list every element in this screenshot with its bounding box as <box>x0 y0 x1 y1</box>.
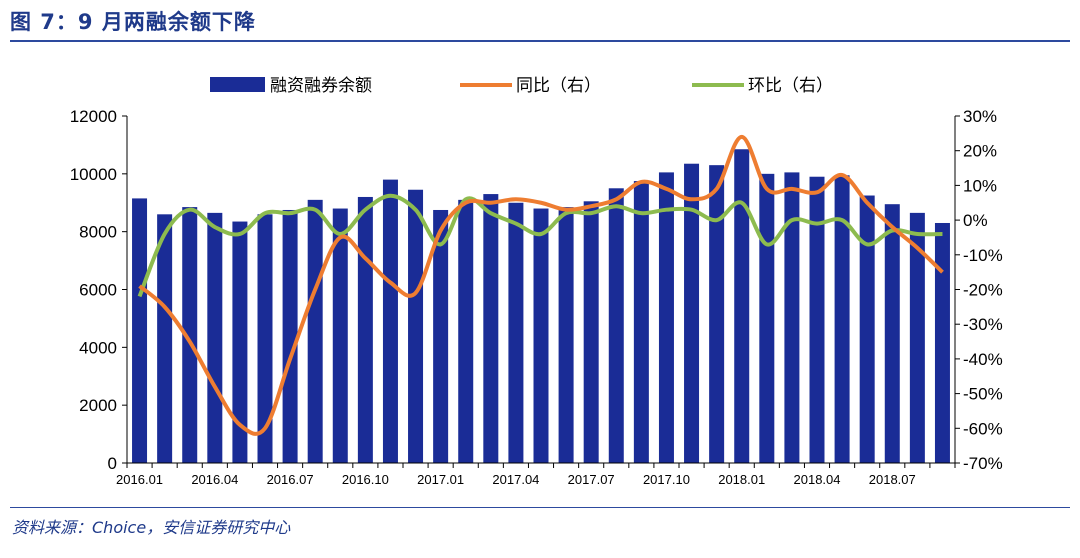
yoy-line <box>138 134 944 436</box>
legend-bar-label: 融资融券余额 <box>270 76 372 95</box>
bar-2017.03 <box>483 194 499 463</box>
bar-2016.03 <box>182 207 198 463</box>
legend-bar-swatch <box>210 77 265 92</box>
right-tick-label: -50% <box>963 385 1003 404</box>
right-tick-label: -60% <box>963 419 1003 438</box>
right-tick-label: 20% <box>963 142 997 161</box>
bar-2017.09 <box>633 181 649 463</box>
source-note: 资料来源：Choice，安信证券研究中心 <box>12 518 291 537</box>
bar-2016.11 <box>382 179 398 463</box>
bar-2017.08 <box>608 188 624 463</box>
bar-2017.05 <box>533 208 549 463</box>
bar-2017.07 <box>583 201 599 463</box>
x-tick-label: 2017.04 <box>492 472 539 487</box>
legend-yoy-label: 同比（右） <box>516 76 601 95</box>
bar-2016.01 <box>132 198 148 463</box>
bar-2018.03 <box>784 172 800 463</box>
right-tick-label: 30% <box>963 107 997 126</box>
x-tick-label: 2016.01 <box>116 472 163 487</box>
bar-2016.08 <box>307 199 323 463</box>
bar-2016.12 <box>408 189 424 464</box>
legend-mom-label: 环比（右） <box>748 76 833 95</box>
left-tick-label: 2000 <box>79 396 117 415</box>
figure-title: 图 7：9 月两融余额下降 <box>10 10 256 34</box>
bar-2017.01 <box>433 209 449 463</box>
bar-2016.06 <box>257 214 273 463</box>
bar-2018.05 <box>834 175 850 463</box>
bar-2018.04 <box>809 176 825 463</box>
bar-2017.02 <box>458 199 474 463</box>
x-tick-label: 2017.01 <box>417 472 464 487</box>
left-tick-label: 0 <box>108 454 117 473</box>
bar-2016.05 <box>232 221 248 463</box>
x-tick-label: 2016.04 <box>191 472 238 487</box>
bar-2018.07 <box>884 204 900 463</box>
right-tick-label: -30% <box>963 315 1003 334</box>
right-tick-label: 10% <box>963 176 997 195</box>
left-tick-label: 4000 <box>79 338 117 357</box>
bar-2018.02 <box>759 173 775 464</box>
bar-2016.10 <box>357 196 373 463</box>
bar-2016.02 <box>157 214 173 463</box>
right-tick-label: -70% <box>963 454 1003 473</box>
x-tick-label: 2018.04 <box>794 472 841 487</box>
right-tick-label: -20% <box>963 281 1003 300</box>
x-tick-label: 2016.07 <box>267 472 314 487</box>
right-tick-label: 0% <box>963 211 988 230</box>
bar-2017.11 <box>684 163 700 463</box>
bar-2017.10 <box>658 172 674 463</box>
left-tick-label: 12000 <box>70 107 117 126</box>
right-tick-label: -40% <box>963 350 1003 369</box>
x-tick-label: 2018.01 <box>718 472 765 487</box>
bar-2018.06 <box>859 195 875 464</box>
bar-2018.01 <box>734 149 750 464</box>
right-tick-label: -10% <box>963 246 1003 265</box>
bar-2016.04 <box>207 212 223 463</box>
x-tick-label: 2018.07 <box>869 472 916 487</box>
left-tick-label: 8000 <box>79 223 117 242</box>
title-divider <box>10 40 1070 42</box>
bar-2017.12 <box>709 165 725 464</box>
bar-2017.06 <box>558 207 574 463</box>
bar-2016.07 <box>282 209 298 463</box>
source-divider <box>10 507 1070 508</box>
left-tick-label: 6000 <box>79 281 117 300</box>
left-tick-label: 10000 <box>70 165 117 184</box>
bar-2018.09 <box>934 222 950 463</box>
mom-line <box>137 193 943 298</box>
x-tick-label: 2016.10 <box>342 472 389 487</box>
bar-2016.09 <box>332 208 348 463</box>
x-tick-label: 2017.07 <box>568 472 615 487</box>
bar-2018.08 <box>909 212 925 463</box>
x-tick-label: 2017.10 <box>643 472 690 487</box>
bar-2017.04 <box>508 202 524 463</box>
